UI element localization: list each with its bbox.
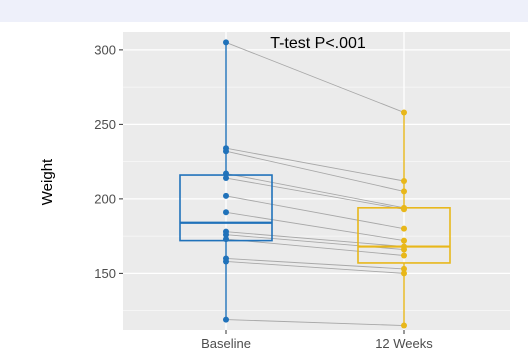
baseline-point — [223, 236, 229, 243]
week12-point — [401, 246, 407, 253]
baseline-point — [223, 175, 229, 182]
baseline-point — [223, 148, 229, 155]
week12-point — [401, 225, 407, 232]
y-axis-title: Weight — [39, 158, 56, 205]
pair-line — [225, 195, 405, 230]
pair-line — [225, 211, 405, 242]
pair-line — [225, 42, 405, 113]
y-tick-label: 250 — [94, 117, 116, 132]
x-tick-label: Baseline — [201, 336, 251, 351]
ttest-annotation: T-test P<.001 — [270, 35, 366, 52]
baseline-point — [223, 258, 229, 265]
week12-point — [401, 270, 407, 277]
baseline-point — [223, 209, 229, 216]
pair-line — [225, 319, 405, 326]
pair-line — [225, 231, 405, 248]
pair-line — [225, 173, 405, 209]
paired-lines — [225, 42, 405, 326]
y-tick-label: 300 — [94, 42, 116, 57]
y-tick-label: 150 — [94, 266, 116, 281]
y-axis: 150 200 250 300 — [94, 42, 123, 281]
week12-point — [401, 322, 407, 329]
data-points — [223, 39, 407, 329]
baseline-point — [223, 192, 229, 199]
week12-point — [401, 237, 407, 244]
x-axis: Baseline 12 Weeks — [201, 330, 433, 351]
week12-point — [401, 265, 407, 272]
baseline-point — [223, 170, 229, 177]
pair-line — [225, 258, 405, 270]
baseline-point — [223, 231, 229, 238]
pair-line — [225, 238, 405, 256]
week12-point — [401, 109, 407, 116]
pair-line — [225, 177, 405, 210]
baseline-point — [223, 316, 229, 323]
baseline-point — [223, 39, 229, 46]
pair-line — [225, 150, 405, 192]
pair-line — [225, 147, 405, 182]
x-tick-label: 12 Weeks — [375, 336, 433, 351]
week12-point — [401, 252, 407, 259]
week12-point — [401, 188, 407, 195]
week12-point — [401, 178, 407, 184]
y-tick-label: 200 — [94, 191, 116, 206]
pair-line — [225, 261, 405, 274]
top-band — [0, 0, 528, 22]
week12-point — [401, 206, 407, 213]
plot-panel — [123, 32, 510, 330]
